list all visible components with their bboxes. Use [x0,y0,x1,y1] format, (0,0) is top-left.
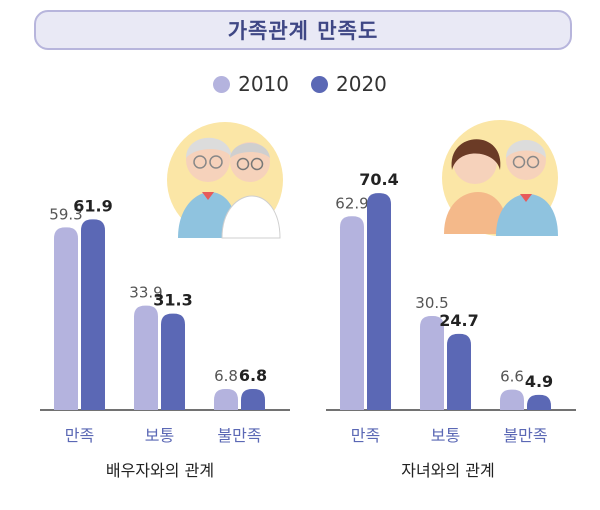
category-label-보통: 보통 [145,426,174,445]
elderly-couple-icon [167,122,283,239]
legend-item-2020: 2020 [311,72,387,96]
value-label-2020-불만족: 6.8 [239,366,267,385]
group-label: 배우자와의 관계 [106,461,214,480]
category-label-보통: 보통 [431,426,460,445]
bar-2020-불만족 [241,389,265,410]
value-label-2020-보통: 31.3 [153,291,192,310]
value-label-2020-보통: 24.7 [439,311,478,330]
value-label-2010-불만족: 6.8 [214,367,238,385]
chart-title: 가족관계 만족도 [227,19,379,43]
category-label-만족: 만족 [351,426,380,445]
bar-2020-불만족 [527,394,551,410]
bar-2010-불만족 [214,389,238,410]
legend-label-2010: 2010 [238,72,289,96]
value-label-2010-보통: 30.5 [415,294,448,312]
bar-2010-불만족 [500,389,524,410]
bar-2020-보통 [447,333,471,410]
legend-item-2010: 2010 [213,72,289,96]
bar-2020-보통 [161,313,185,410]
category-label-불만족: 불만족 [503,426,547,445]
value-label-2020-불만족: 4.9 [525,372,553,391]
value-label-2010-보통: 33.9 [129,284,162,302]
legend-swatch-2010 [213,75,231,93]
bar-2010-만족 [340,216,364,410]
legend-swatch-2020 [311,75,328,93]
group-label: 자녀와의 관계 [401,461,494,480]
value-label-2010-만족: 62.9 [335,194,368,212]
category-label-만족: 만족 [65,426,94,445]
mother-and-daughter-icon [442,120,558,236]
bar-2010-보통 [420,316,444,410]
legend-label-2020: 2020 [336,72,387,96]
category-label-불만족: 불만족 [217,426,261,445]
value-label-2020-만족: 70.4 [359,170,398,189]
chart-title-box: 가족관계 만족도 [34,10,572,50]
bar-2020-만족 [81,219,105,410]
bar-2010-보통 [134,305,158,410]
value-label-2010-불만족: 6.6 [500,368,524,386]
value-label-2020-만족: 61.9 [73,196,112,215]
value-label-2010-만족: 59.3 [49,205,82,223]
legend: 2010 2020 [0,72,600,96]
bar-2020-만족 [367,193,391,410]
bar-2010-만족 [54,227,78,410]
